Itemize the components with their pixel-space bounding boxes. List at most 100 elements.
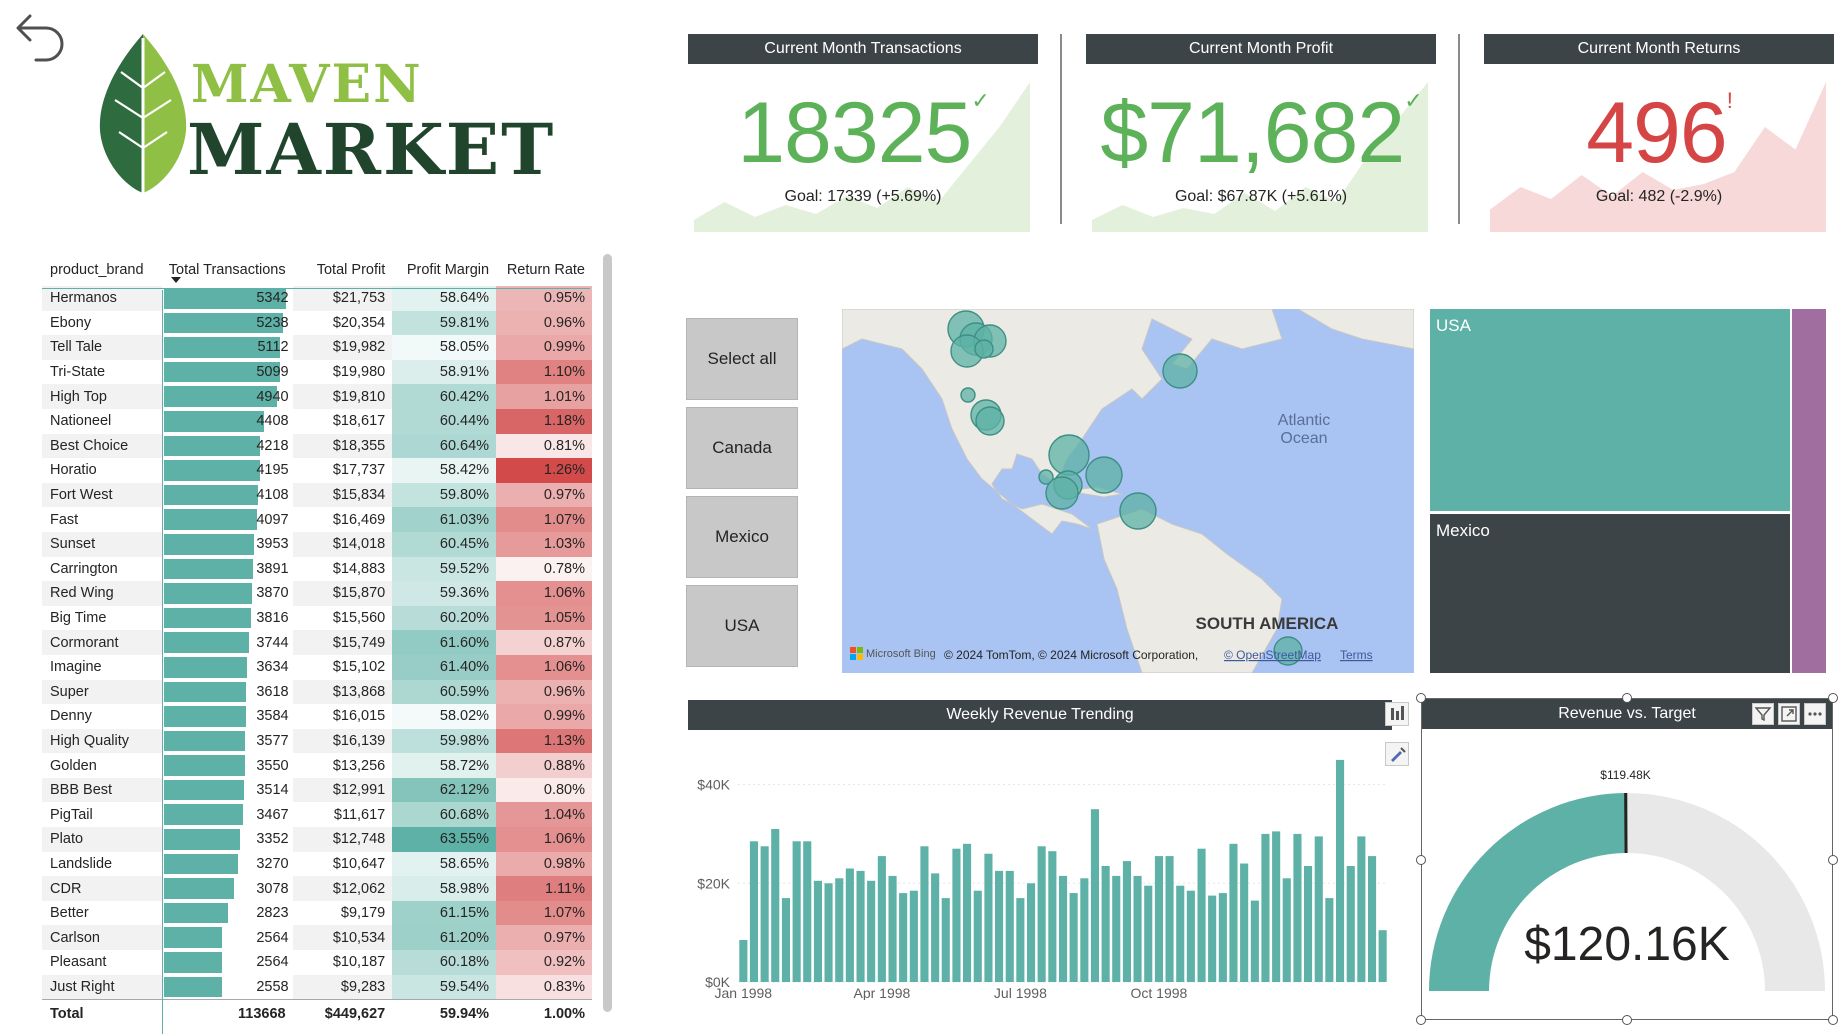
- treemap-tile-usa[interactable]: USA: [1430, 309, 1790, 511]
- table-row[interactable]: BBB Best 3514 $12,991 62.12% 0.80%: [42, 777, 592, 803]
- weekly-revenue-bar[interactable]: [1176, 885, 1185, 982]
- table-row[interactable]: Nationeel 4408 $18,617 60.44% 1.18%: [42, 408, 592, 434]
- weekly-revenue-bar[interactable]: [1069, 893, 1078, 982]
- weekly-revenue-bar[interactable]: [1346, 866, 1355, 982]
- back-arrow-icon[interactable]: [8, 8, 66, 66]
- table-row[interactable]: Carrington 3891 $14,883 59.52% 0.78%: [42, 556, 592, 582]
- country-treemap[interactable]: USA Mexico: [1430, 309, 1826, 673]
- weekly-revenue-bar[interactable]: [1048, 851, 1057, 982]
- table-row[interactable]: Golden 3550 $13,256 58.72% 0.88%: [42, 753, 592, 778]
- table-row[interactable]: Just Right 2558 $9,283 59.54% 0.83%: [42, 974, 592, 1000]
- weekly-revenue-bar[interactable]: [845, 868, 854, 983]
- table-row[interactable]: Denny 3584 $16,015 58.02% 0.99%: [42, 704, 592, 729]
- weekly-revenue-bar[interactable]: [835, 878, 844, 982]
- weekly-revenue-bar[interactable]: [1357, 836, 1366, 982]
- weekly-revenue-bar[interactable]: [760, 846, 769, 982]
- weekly-revenue-bar[interactable]: [963, 843, 972, 982]
- table-row[interactable]: Pleasant 2564 $10,187 60.18% 0.92%: [42, 950, 592, 975]
- table-row[interactable]: Better 2823 $9,179 61.15% 1.07%: [42, 900, 592, 926]
- table-row[interactable]: Best Choice 4218 $18,355 60.64% 0.81%: [42, 433, 592, 459]
- weekly-revenue-bar[interactable]: [952, 848, 961, 982]
- weekly-revenue-bar[interactable]: [1165, 856, 1174, 982]
- weekly-revenue-bar[interactable]: [899, 893, 908, 982]
- table-row[interactable]: Landslide 3270 $10,647 58.65% 0.98%: [42, 851, 592, 877]
- focus-mode-icon[interactable]: [1778, 703, 1800, 725]
- weekly-revenue-bar[interactable]: [1186, 890, 1195, 982]
- slicer-mexico[interactable]: Mexico: [686, 496, 798, 578]
- weekly-revenue-bar[interactable]: [781, 898, 790, 982]
- map-terms-link[interactable]: Terms: [1340, 648, 1373, 662]
- brand-performance-table[interactable]: product_brand Total Transactions Total P…: [42, 254, 592, 1034]
- resize-handle[interactable]: [1622, 693, 1632, 703]
- table-scrollbar[interactable]: [603, 254, 612, 1012]
- weekly-revenue-bar[interactable]: [1037, 846, 1046, 982]
- weekly-revenue-bar[interactable]: [1378, 930, 1387, 982]
- table-row[interactable]: PigTail 3467 $11,617 60.68% 1.04%: [42, 802, 592, 828]
- weekly-revenue-bar[interactable]: [1122, 861, 1131, 982]
- col-header-product-brand[interactable]: product_brand: [50, 262, 144, 278]
- map-store-bubble[interactable]: [974, 339, 994, 359]
- weekly-revenue-bar[interactable]: [867, 880, 876, 982]
- weekly-revenue-bar[interactable]: [1293, 833, 1302, 982]
- table-row[interactable]: Red Wing 3870 $15,870 59.36% 1.06%: [42, 581, 592, 606]
- weekly-revenue-bar[interactable]: [771, 829, 780, 982]
- format-brush-icon[interactable]: [1385, 742, 1409, 766]
- weekly-revenue-bar[interactable]: [1133, 875, 1142, 982]
- weekly-revenue-bar[interactable]: [824, 883, 833, 982]
- weekly-revenue-bar[interactable]: [1261, 833, 1270, 982]
- table-row[interactable]: Fast 4097 $16,469 61.03% 1.07%: [42, 507, 592, 532]
- weekly-revenue-bar[interactable]: [984, 853, 993, 982]
- map-store-bubble[interactable]: [1119, 492, 1157, 530]
- slicer-usa[interactable]: USA: [686, 585, 798, 667]
- weekly-revenue-bar[interactable]: [1059, 875, 1068, 982]
- col-header-total-transactions[interactable]: Total Transactions: [168, 262, 286, 278]
- map-store-bubble[interactable]: [1045, 476, 1079, 510]
- sort-descending-icon[interactable]: [171, 277, 181, 283]
- more-options-icon[interactable]: [1804, 703, 1826, 725]
- resize-handle[interactable]: [1828, 855, 1838, 865]
- table-row[interactable]: Super 3618 $13,868 60.59% 0.96%: [42, 679, 592, 705]
- weekly-revenue-bar[interactable]: [888, 875, 897, 982]
- kpi-profit-card[interactable]: Current Month Profit $71,682✓ Goal: $67.87…: [1086, 34, 1436, 232]
- map-store-bubble[interactable]: [1085, 456, 1123, 494]
- map-store-bubble[interactable]: [1038, 469, 1054, 485]
- map-canvas[interactable]: Atlantic Ocean SOUTH AMERICA Microsoft Bi…: [842, 309, 1414, 673]
- weekly-revenue-bar[interactable]: [877, 856, 886, 982]
- slicer-canada[interactable]: Canada: [686, 407, 798, 489]
- weekly-revenue-bar[interactable]: [1368, 856, 1377, 982]
- map-osm-link[interactable]: © OpenStreetMap: [1224, 648, 1321, 662]
- weekly-revenue-bar[interactable]: [1282, 878, 1291, 982]
- weekly-revenue-bar[interactable]: [1016, 898, 1025, 982]
- weekly-revenue-bar[interactable]: [856, 870, 865, 982]
- resize-handle[interactable]: [1828, 1015, 1838, 1025]
- table-row[interactable]: Fort West 4108 $15,834 59.80% 0.97%: [42, 482, 592, 508]
- weekly-revenue-chart[interactable]: Weekly Revenue Trending $40K $20K $0K Jan 1…: [688, 700, 1392, 1000]
- weekly-revenue-bar[interactable]: [1154, 856, 1163, 982]
- weekly-revenue-bar[interactable]: [1101, 866, 1110, 982]
- table-row[interactable]: High Quality 3577 $16,139 59.98% 1.13%: [42, 728, 592, 754]
- resize-handle[interactable]: [1828, 693, 1838, 703]
- weekly-revenue-bar[interactable]: [813, 880, 822, 982]
- table-row[interactable]: Cormorant 3744 $15,749 61.60% 0.87%: [42, 630, 592, 655]
- kpi-transactions-card[interactable]: Current Month Transactions 18325✓ Goal: 17…: [688, 34, 1038, 232]
- filter-icon[interactable]: [1752, 703, 1774, 725]
- map-store-bubble[interactable]: [975, 406, 1005, 436]
- table-row[interactable]: Imagine 3634 $15,102 61.40% 1.06%: [42, 654, 592, 680]
- resize-handle[interactable]: [1416, 855, 1426, 865]
- table-row[interactable]: Sunset 3953 $14,018 60.45% 1.03%: [42, 531, 592, 557]
- table-row[interactable]: Tell Tale 5112 $19,982 58.05% 0.99%: [42, 335, 592, 360]
- weekly-revenue-bar[interactable]: [920, 846, 929, 982]
- table-row[interactable]: High Top 4940 $19,810 60.42% 1.01%: [42, 384, 592, 409]
- weekly-revenue-bar[interactable]: [1144, 885, 1153, 982]
- map-store-bubble[interactable]: [960, 387, 976, 403]
- gauge-canvas[interactable]: $119.48K: [1422, 729, 1832, 1019]
- weekly-revenue-bar[interactable]: [1314, 836, 1323, 982]
- weekly-revenue-bar[interactable]: [1005, 870, 1014, 982]
- kpi-returns-card[interactable]: Current Month Returns 496! Goal: 482 (-2.9…: [1484, 34, 1834, 232]
- table-row[interactable]: CDR 3078 $12,062 58.98% 1.11%: [42, 876, 592, 901]
- resize-handle[interactable]: [1416, 693, 1426, 703]
- weekly-revenue-bar[interactable]: [1112, 875, 1121, 982]
- weekly-revenue-bar[interactable]: [1272, 831, 1281, 982]
- weekly-revenue-bar[interactable]: [1240, 863, 1249, 983]
